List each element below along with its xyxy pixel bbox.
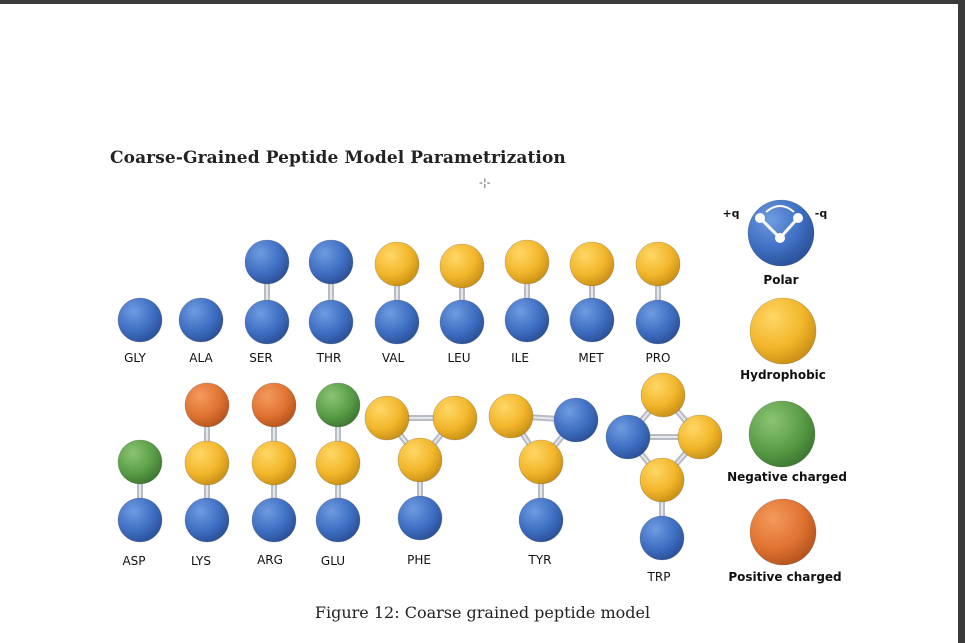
residue-label-gly: GLY [124, 351, 146, 365]
residue-label-leu: LEU [447, 351, 470, 365]
trp-bead-hydrophobic [639, 457, 685, 503]
phe-bead-hydrophobic [364, 395, 410, 441]
tyr-bead-polar [553, 397, 599, 443]
trp-bead-hydrophobic [640, 372, 686, 418]
residue-label-phe: PHE [407, 553, 431, 567]
minus-q-label: -q [815, 207, 827, 220]
lys-bead-positive [184, 382, 230, 428]
ala-bead-polar [178, 297, 224, 343]
val-bead-polar [374, 299, 420, 345]
text-cursor-icon: -¦- [479, 176, 491, 189]
residue-label-arg: ARG [257, 553, 283, 567]
legend-sphere-polar [747, 199, 815, 267]
ile-bead-hydrophobic [504, 239, 550, 285]
residue-label-ser: SER [249, 351, 273, 365]
residue-label-asp: ASP [122, 554, 145, 568]
dipole-node [793, 213, 803, 223]
legend-label-negative: Negative charged [727, 470, 847, 484]
figure-caption: Figure 12: Coarse grained peptide model [314, 603, 651, 622]
dipole-icon [755, 205, 803, 243]
glu-bead-polar [315, 497, 361, 543]
arg-bead-polar [251, 497, 297, 543]
glu-bead-hydrophobic [315, 440, 361, 486]
dipole-node [775, 233, 785, 243]
section-title: Coarse-Grained Peptide Model Parametriza… [110, 148, 566, 168]
residue-label-ala: ALA [189, 351, 213, 365]
residue-label-met: MET [578, 351, 604, 365]
lys-bead-polar [184, 497, 230, 543]
arg-bead-positive [251, 382, 297, 428]
residue-label-thr: THR [316, 351, 342, 365]
legend-label-polar: Polar [763, 273, 798, 287]
met-bead-polar [569, 297, 615, 343]
pro-bead-polar [635, 299, 681, 345]
met-bead-hydrophobic [569, 241, 615, 287]
legend-label-positive: Positive charged [728, 570, 841, 584]
phe-bead-hydrophobic [397, 437, 443, 483]
gly-bead-polar [117, 297, 163, 343]
ser-bead-polar [244, 239, 290, 285]
lys-bead-hydrophobic [184, 440, 230, 486]
plus-q-label: +q [722, 207, 739, 220]
tyr-bead-polar [518, 497, 564, 543]
residue-label-ile: ILE [511, 351, 529, 365]
trp-bead-polar [605, 414, 651, 460]
thr-bead-polar [308, 299, 354, 345]
tyr-bead-hydrophobic [518, 439, 564, 485]
legend-sphere-negative [748, 400, 816, 468]
residue-label-trp: TRP [647, 570, 671, 584]
legend-sphere-hydrophobic [749, 297, 817, 365]
residue-label-glu: GLU [321, 554, 345, 568]
arg-bead-hydrophobic [251, 440, 297, 486]
residue-label-pro: PRO [645, 351, 670, 365]
window-top-border [0, 0, 965, 4]
window-scrollbar[interactable] [958, 0, 965, 643]
dipole-arc [765, 205, 795, 213]
leu-bead-hydrophobic [439, 243, 485, 289]
trp-bead-polar [639, 515, 685, 561]
residue-label-lys: LYS [191, 554, 211, 568]
residue-label-tyr: TYR [528, 553, 552, 567]
asp-bead-polar [117, 497, 163, 543]
thr-bead-polar [308, 239, 354, 285]
phe-bead-hydrophobic [432, 395, 478, 441]
trp-bead-hydrophobic [677, 414, 723, 460]
ser-bead-polar [244, 299, 290, 345]
leu-bead-polar [439, 299, 485, 345]
residue-label-val: VAL [382, 351, 405, 365]
tyr-bead-hydrophobic [488, 393, 534, 439]
ile-bead-polar [504, 297, 550, 343]
pro-bead-hydrophobic [635, 241, 681, 287]
val-bead-hydrophobic [374, 241, 420, 287]
glu-bead-negative [315, 382, 361, 428]
legend-label-hydrophobic: Hydrophobic [740, 368, 826, 382]
dipole-node [755, 213, 765, 223]
phe-bead-polar [397, 495, 443, 541]
legend-sphere-positive [749, 498, 817, 566]
asp-bead-negative [117, 439, 163, 485]
